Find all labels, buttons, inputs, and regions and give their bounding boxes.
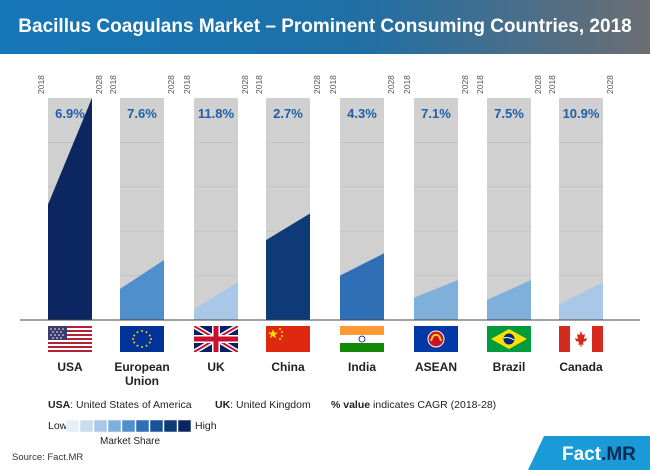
scale-swatch — [66, 420, 80, 432]
market-share-scale — [66, 420, 192, 432]
scale-swatch — [149, 420, 164, 432]
scale-swatch — [121, 420, 136, 432]
legend-usa-abbr: USA — [48, 399, 71, 411]
title-banner-bg — [0, 0, 650, 54]
logo-bg — [528, 436, 650, 470]
country-label-canada: Canada — [541, 360, 621, 374]
country-label-brazil: Brazil — [469, 360, 549, 374]
scale-title: Market Share — [100, 436, 161, 447]
country-label-european-union: European Union — [102, 360, 182, 388]
scale-swatch — [107, 420, 122, 432]
uk-flag-icon — [194, 326, 238, 352]
scale-swatch — [135, 420, 150, 432]
china-flag-icon — [266, 326, 310, 352]
share-area-canada — [559, 282, 603, 320]
cagr-label-usa: 6.9% — [55, 106, 85, 121]
legend-cagr-text: indicates CAGR (2018-28) — [370, 399, 497, 411]
scale-swatch — [79, 420, 94, 432]
year-end-label: 2028 — [312, 75, 322, 94]
source-note: Source: Fact.MR — [12, 452, 84, 463]
year-start-label: 2018 — [328, 75, 338, 94]
cagr-label-asean: 7.1% — [421, 106, 451, 121]
scale-swatch — [93, 420, 108, 432]
share-area-china — [266, 213, 310, 320]
logo-text: Fact.MR — [562, 444, 636, 465]
legend-cagr: % value indicates CAGR (2018-28) — [331, 399, 496, 411]
scale-swatch — [163, 420, 178, 432]
cagr-label-canada: 10.9% — [563, 106, 600, 121]
cagr-label-india: 4.3% — [347, 106, 377, 121]
india-flag-icon — [340, 326, 384, 352]
usa-flag-icon — [48, 326, 92, 352]
country-label-line: ASEAN — [414, 360, 457, 374]
year-end-label: 2028 — [386, 75, 396, 94]
share-area-european-union — [120, 260, 164, 320]
country-label-line: China — [271, 360, 305, 374]
country-label-china: China — [248, 360, 328, 374]
canada-flag-icon — [559, 326, 603, 352]
year-start-label: 2018 — [254, 75, 264, 94]
legend-uk-full: : United Kingdom — [230, 399, 311, 411]
cagr-label-brazil: 7.5% — [494, 106, 524, 121]
scale-high-label: High — [195, 420, 217, 432]
eu-flag-icon — [120, 326, 164, 352]
year-start-label: 2018 — [108, 75, 118, 94]
legend-uk-abbr: UK — [215, 399, 231, 411]
share-area-brazil — [487, 280, 531, 320]
year-end-label: 2028 — [94, 75, 104, 94]
year-end-label: 2028 — [166, 75, 176, 94]
country-label-line: UK — [207, 360, 225, 374]
country-label-usa: USA — [30, 360, 110, 374]
year-end-label: 2028 — [605, 75, 615, 94]
share-area-usa — [48, 98, 92, 320]
year-start-label: 2018 — [475, 75, 485, 94]
share-area-asean — [414, 280, 458, 320]
cagr-label-european-union: 7.6% — [127, 106, 157, 121]
share-area-uk — [194, 282, 238, 320]
market-share-chart: 6.9% 2018 2028 7.6% 2018 2028 11.8% 2018 2028 2.7… — [20, 75, 640, 321]
country-label-line: European — [114, 360, 170, 374]
legend-usa-full: : United States of America — [70, 399, 192, 411]
brazil-flag-icon — [487, 326, 531, 352]
title-banner: Bacillus Coagulans Market – Prominent Co… — [0, 0, 650, 54]
year-start-label: 2018 — [402, 75, 412, 94]
year-end-label: 2028 — [240, 75, 250, 94]
column-bg-uk — [194, 98, 238, 320]
country-label-line: USA — [57, 360, 83, 374]
year-start-label: 2018 — [182, 75, 192, 94]
country-label-line: Brazil — [492, 360, 526, 374]
factmr-logo: Fact.MR — [528, 436, 650, 470]
cagr-label-china: 2.7% — [273, 106, 303, 121]
cagr-label-uk: 11.8% — [198, 106, 235, 121]
legend-usa: USA: United States of America — [48, 399, 192, 411]
column-bg-brazil — [487, 98, 531, 320]
country-label-line: Canada — [559, 360, 603, 374]
country-label-asean: ASEAN — [396, 360, 476, 374]
year-start-label: 2018 — [36, 75, 46, 94]
column-bg-canada — [559, 98, 603, 320]
year-end-label: 2028 — [533, 75, 543, 94]
country-label-line: India — [347, 360, 376, 374]
asean-flag-icon — [414, 326, 458, 352]
country-label-line: Union — [125, 374, 159, 388]
share-area-india — [340, 253, 384, 320]
scale-low-label: Low — [48, 420, 68, 432]
year-start-label: 2018 — [547, 75, 557, 94]
legend-cagr-bold: % value — [331, 399, 371, 411]
country-label-uk: UK — [176, 360, 256, 374]
scale-swatch — [177, 420, 192, 432]
legend-uk: UK: United Kingdom — [215, 399, 311, 411]
chart-title: Bacillus Coagulans Market – Prominent Co… — [18, 16, 632, 37]
country-label-india: India — [322, 360, 402, 374]
year-end-label: 2028 — [460, 75, 470, 94]
